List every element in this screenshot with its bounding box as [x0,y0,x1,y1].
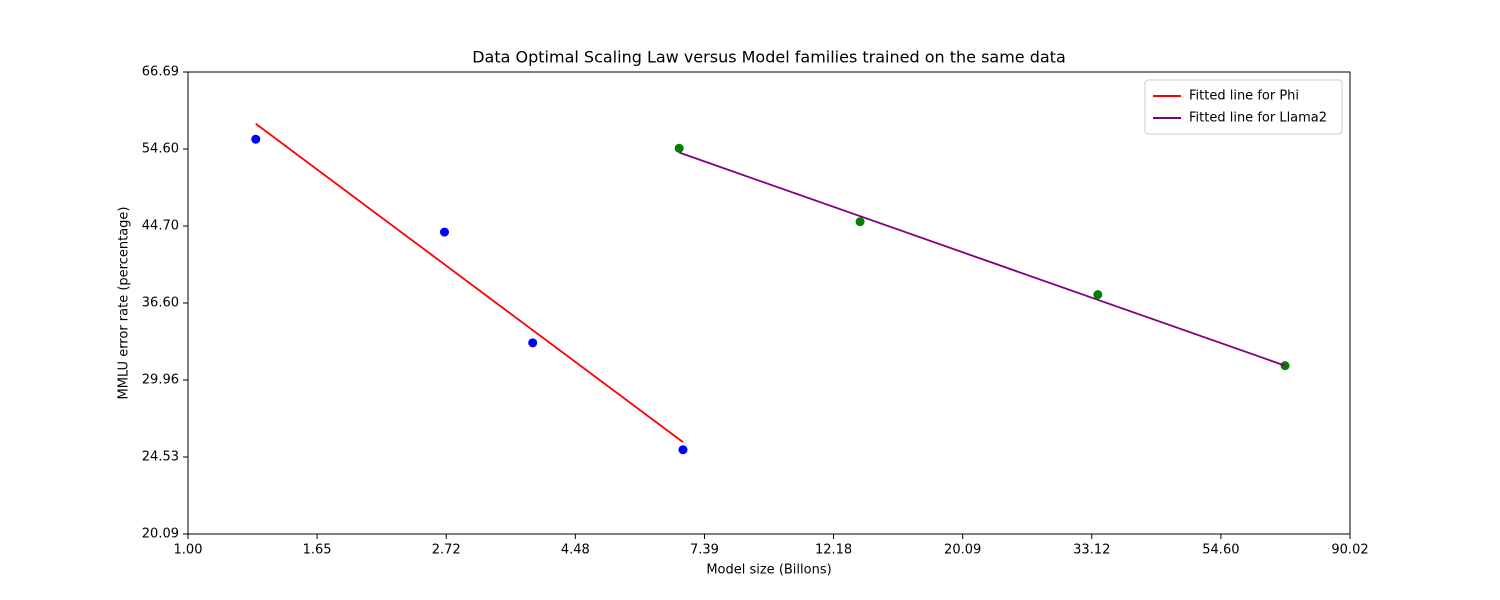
y-tick-label: 66.69 [142,65,179,80]
point [1093,290,1103,300]
point [251,134,261,144]
legend-label: Fitted line for Llama2 [1189,111,1327,126]
y-axis-label: MMLU error rate (percentage) [117,207,132,400]
y-tick-label: 24.53 [142,449,179,464]
x-tick-label: 4.48 [561,543,590,558]
x-tick-label: 90.02 [1331,543,1368,558]
x-tick-label: 54.60 [1202,543,1239,558]
x-tick-label: 20.09 [944,543,981,558]
y-tick-label: 29.96 [142,372,179,387]
point [528,338,538,348]
point [439,227,449,237]
y-tick-label: 36.60 [142,295,179,310]
legend: Fitted line for Phi Fitted line for Llama… [1144,79,1343,135]
y-tick-label: 20.09 [142,527,179,542]
point [855,217,865,227]
x-tick-label: 2.72 [432,543,461,558]
y-tick-label: 44.70 [142,218,179,233]
legend-box [1144,79,1343,135]
chart-title: Data Optimal Scaling Law versus Model fa… [472,48,1066,67]
legend-label: Fitted line for Phi [1189,89,1299,104]
x-tick-label: 1.00 [174,543,203,558]
fitted-line [678,151,1286,367]
point [678,445,688,455]
plot-frame [187,71,1351,535]
x-tick-label: 33.12 [1073,543,1110,558]
x-tick-label: 1.65 [303,543,332,558]
x-axis-label: Model size (Billons) [706,563,831,578]
x-tick-label: 7.39 [690,543,719,558]
point [674,143,684,153]
y-tick-label: 54.60 [142,141,179,156]
x-tick-label: 12.18 [815,543,852,558]
fitted-line [255,123,684,443]
